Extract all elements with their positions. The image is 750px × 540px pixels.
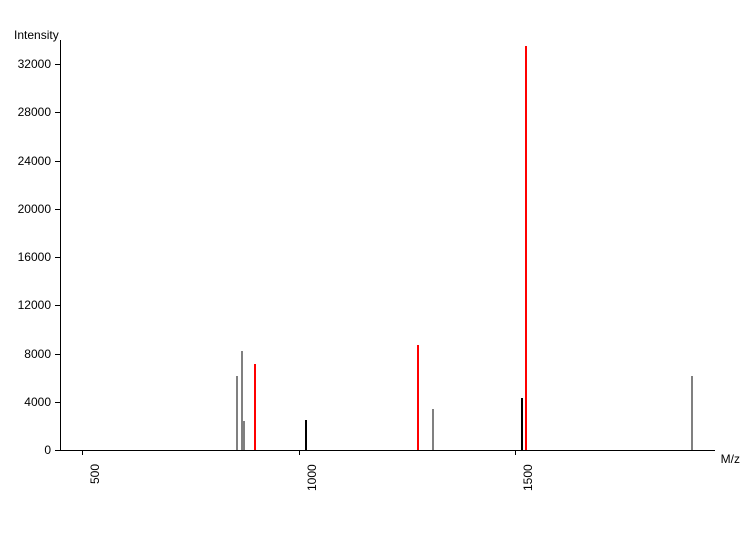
y-tick-label: 28000 [0, 105, 51, 119]
y-tick-label: 4000 [0, 395, 51, 409]
x-tick [82, 450, 83, 455]
y-axis-label: Intensity [14, 28, 59, 42]
y-tick-label: 24000 [0, 154, 51, 168]
y-tick [55, 64, 60, 65]
y-tick [55, 209, 60, 210]
x-axis [60, 450, 715, 451]
y-tick [55, 112, 60, 113]
spectrum-peak [432, 409, 434, 450]
spectrum-peak [243, 421, 245, 450]
spectrum-peak [305, 420, 307, 450]
y-axis [60, 40, 61, 450]
spectrum-peak [236, 376, 238, 450]
spectrum-peak [254, 364, 256, 450]
y-tick-label: 12000 [0, 298, 51, 312]
y-tick-label: 8000 [0, 347, 51, 361]
x-tick-label: 500 [88, 464, 102, 484]
y-tick [55, 402, 60, 403]
x-tick-label: 1500 [521, 464, 535, 491]
y-tick-label: 0 [0, 443, 51, 457]
x-tick [515, 450, 516, 455]
y-tick [55, 450, 60, 451]
y-tick [55, 257, 60, 258]
y-tick [55, 354, 60, 355]
y-tick-label: 20000 [0, 202, 51, 216]
y-tick [55, 161, 60, 162]
spectrum-peak [691, 376, 693, 450]
y-tick [55, 305, 60, 306]
x-tick-label: 1000 [305, 464, 319, 491]
spectrum-peak [417, 345, 419, 450]
y-tick-label: 32000 [0, 57, 51, 71]
spectrum-peak [525, 46, 527, 450]
chart-container: Intensity M/z 0 4000 8000 12000 16000 20000 24… [0, 0, 750, 540]
x-axis-label: M/z [721, 452, 740, 466]
x-tick [299, 450, 300, 455]
spectrum-peak [521, 398, 523, 450]
y-tick-label: 16000 [0, 250, 51, 264]
